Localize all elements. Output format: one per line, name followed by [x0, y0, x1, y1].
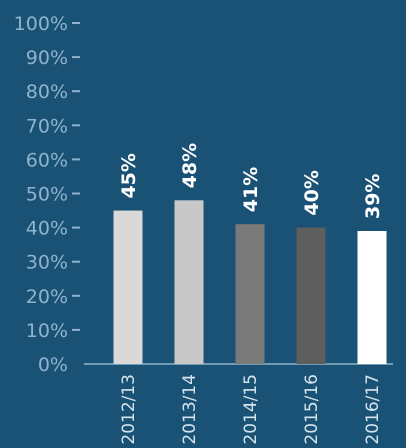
x-category-label: 2015/16 [302, 374, 322, 445]
bars [113, 200, 387, 364]
data-label: 39% [362, 174, 384, 219]
bar-2014-15 [235, 224, 265, 364]
bar-2013-14 [174, 200, 204, 364]
bar-2015-16 [296, 227, 326, 364]
y-tick-label: 60% [26, 149, 68, 171]
y-tick-label: 40% [26, 218, 68, 240]
x-category-label: 2016/17 [363, 374, 383, 445]
data-labels: 45% 48% 41% 40% 39% [118, 143, 384, 219]
y-tick-label: 20% [26, 286, 68, 308]
y-tick-label: 70% [26, 115, 68, 137]
x-axis-labels: 2012/13 2013/14 2014/15 2015/16 2016/17 [119, 374, 383, 445]
y-tick-label: 50% [26, 184, 68, 206]
bar-2016-17 [357, 231, 387, 364]
x-category-label: 2013/14 [180, 374, 200, 445]
data-label: 48% [179, 143, 201, 188]
y-tick-label: 100% [14, 13, 68, 35]
y-tick-label: 90% [26, 47, 68, 69]
data-label: 45% [118, 153, 140, 198]
y-axis: 0% 10% 20% 30% 40% 50% 60% 70% 80% 90% 100% [14, 13, 80, 376]
data-label: 40% [301, 170, 323, 215]
x-category-label: 2014/15 [241, 374, 261, 445]
y-tick-label: 0% [38, 354, 68, 376]
y-tick-label: 80% [26, 81, 68, 103]
y-tick-label: 30% [26, 252, 68, 274]
bar-2012-13 [113, 210, 143, 364]
x-category-label: 2012/13 [119, 374, 139, 445]
y-tick-label: 10% [26, 320, 68, 342]
data-label: 41% [240, 167, 262, 212]
